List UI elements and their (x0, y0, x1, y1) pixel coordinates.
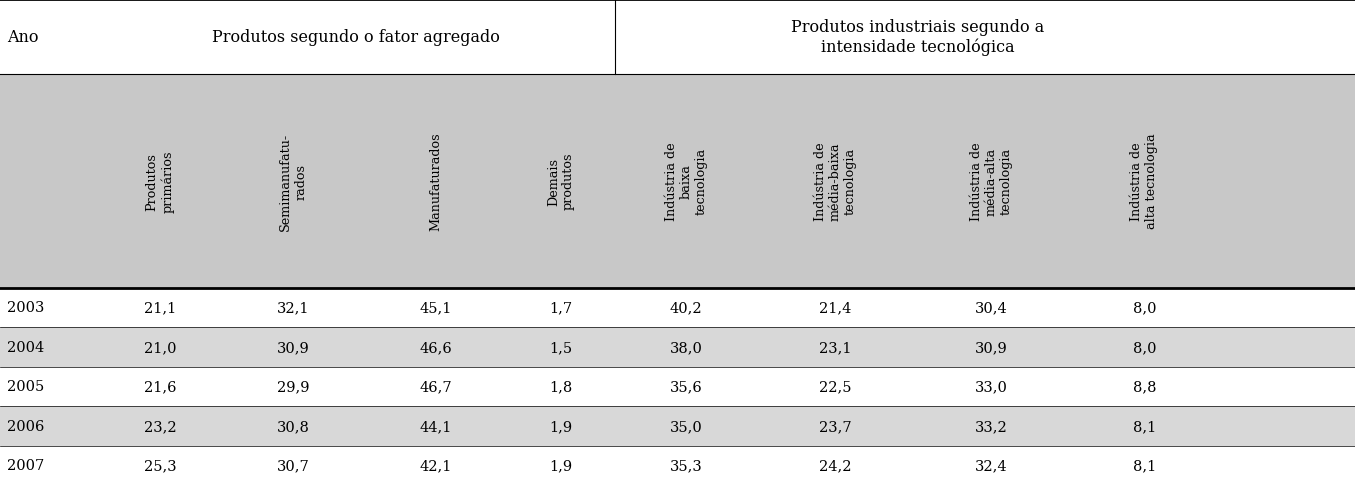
Bar (0, 446, 1355, 484)
Text: 2004: 2004 (7, 340, 43, 354)
Text: 23,2: 23,2 (144, 419, 176, 433)
Text: 38,0: 38,0 (669, 340, 703, 354)
Text: 2006: 2006 (7, 419, 45, 433)
Text: 32,4: 32,4 (974, 458, 1008, 472)
Text: 1,9: 1,9 (549, 458, 573, 472)
Text: 30,8: 30,8 (276, 419, 310, 433)
Text: Indústria de
média-baixa
tecnologia: Indústria de média-baixa tecnologia (814, 142, 856, 221)
Text: 35,6: 35,6 (669, 379, 703, 393)
Text: 8,1: 8,1 (1133, 419, 1156, 433)
Text: 30,7: 30,7 (276, 458, 310, 472)
Bar (0, 328, 1355, 367)
Text: Produtos segundo o fator agregado: Produtos segundo o fator agregado (213, 29, 500, 45)
Text: 30,9: 30,9 (276, 340, 310, 354)
Text: 33,2: 33,2 (974, 419, 1008, 433)
Text: 25,3: 25,3 (144, 458, 176, 472)
Bar (0, 0, 1355, 75)
Text: Manufaturados: Manufaturados (430, 132, 442, 230)
Text: 40,2: 40,2 (669, 301, 703, 315)
Text: 45,1: 45,1 (420, 301, 451, 315)
Text: 44,1: 44,1 (420, 419, 451, 433)
Text: 22,5: 22,5 (820, 379, 851, 393)
Text: 46,7: 46,7 (419, 379, 453, 393)
Text: 8,8: 8,8 (1133, 379, 1156, 393)
Text: 21,1: 21,1 (144, 301, 176, 315)
Bar (0, 406, 1355, 446)
Bar (0, 288, 1355, 328)
Text: 21,4: 21,4 (820, 301, 851, 315)
Text: 42,1: 42,1 (420, 458, 451, 472)
Text: Indústria de
média-alta
tecnologia: Indústria de média-alta tecnologia (970, 142, 1012, 221)
Text: 23,1: 23,1 (820, 340, 851, 354)
Text: 1,9: 1,9 (549, 419, 573, 433)
Text: 1,5: 1,5 (549, 340, 573, 354)
Text: Indústria de
baixa
tecnologia: Indústria de baixa tecnologia (665, 142, 707, 221)
Text: Semimanufatu-
rados: Semimanufatu- rados (279, 132, 308, 230)
Text: 8,0: 8,0 (1133, 340, 1156, 354)
Text: 29,9: 29,9 (278, 379, 309, 393)
Text: 35,0: 35,0 (669, 419, 703, 433)
Text: 8,0: 8,0 (1133, 301, 1156, 315)
Text: 21,0: 21,0 (144, 340, 176, 354)
Text: 2005: 2005 (7, 379, 43, 393)
Text: 2007: 2007 (7, 458, 43, 472)
Text: 32,1: 32,1 (278, 301, 309, 315)
Text: 1,8: 1,8 (549, 379, 573, 393)
Text: 30,9: 30,9 (974, 340, 1008, 354)
Text: Indústria de
alta tecnologia: Indústria de alta tecnologia (1130, 134, 1159, 229)
Text: 21,6: 21,6 (144, 379, 176, 393)
Bar (0, 367, 1355, 406)
Text: 1,7: 1,7 (549, 301, 573, 315)
Text: Demais
produtos: Demais produtos (547, 152, 575, 210)
Text: Produtos
primários: Produtos primários (145, 150, 175, 212)
Text: 23,7: 23,7 (818, 419, 852, 433)
Text: Ano: Ano (7, 29, 38, 45)
Text: 30,4: 30,4 (974, 301, 1008, 315)
Text: Produtos industriais segundo a
intensidade tecnológica: Produtos industriais segundo a intensida… (791, 19, 1043, 56)
Text: 35,3: 35,3 (669, 458, 703, 472)
Text: 46,6: 46,6 (419, 340, 453, 354)
Text: 33,0: 33,0 (974, 379, 1008, 393)
Text: 24,2: 24,2 (820, 458, 851, 472)
Bar (0, 75, 1355, 288)
Text: 2003: 2003 (7, 301, 45, 315)
Text: 8,1: 8,1 (1133, 458, 1156, 472)
